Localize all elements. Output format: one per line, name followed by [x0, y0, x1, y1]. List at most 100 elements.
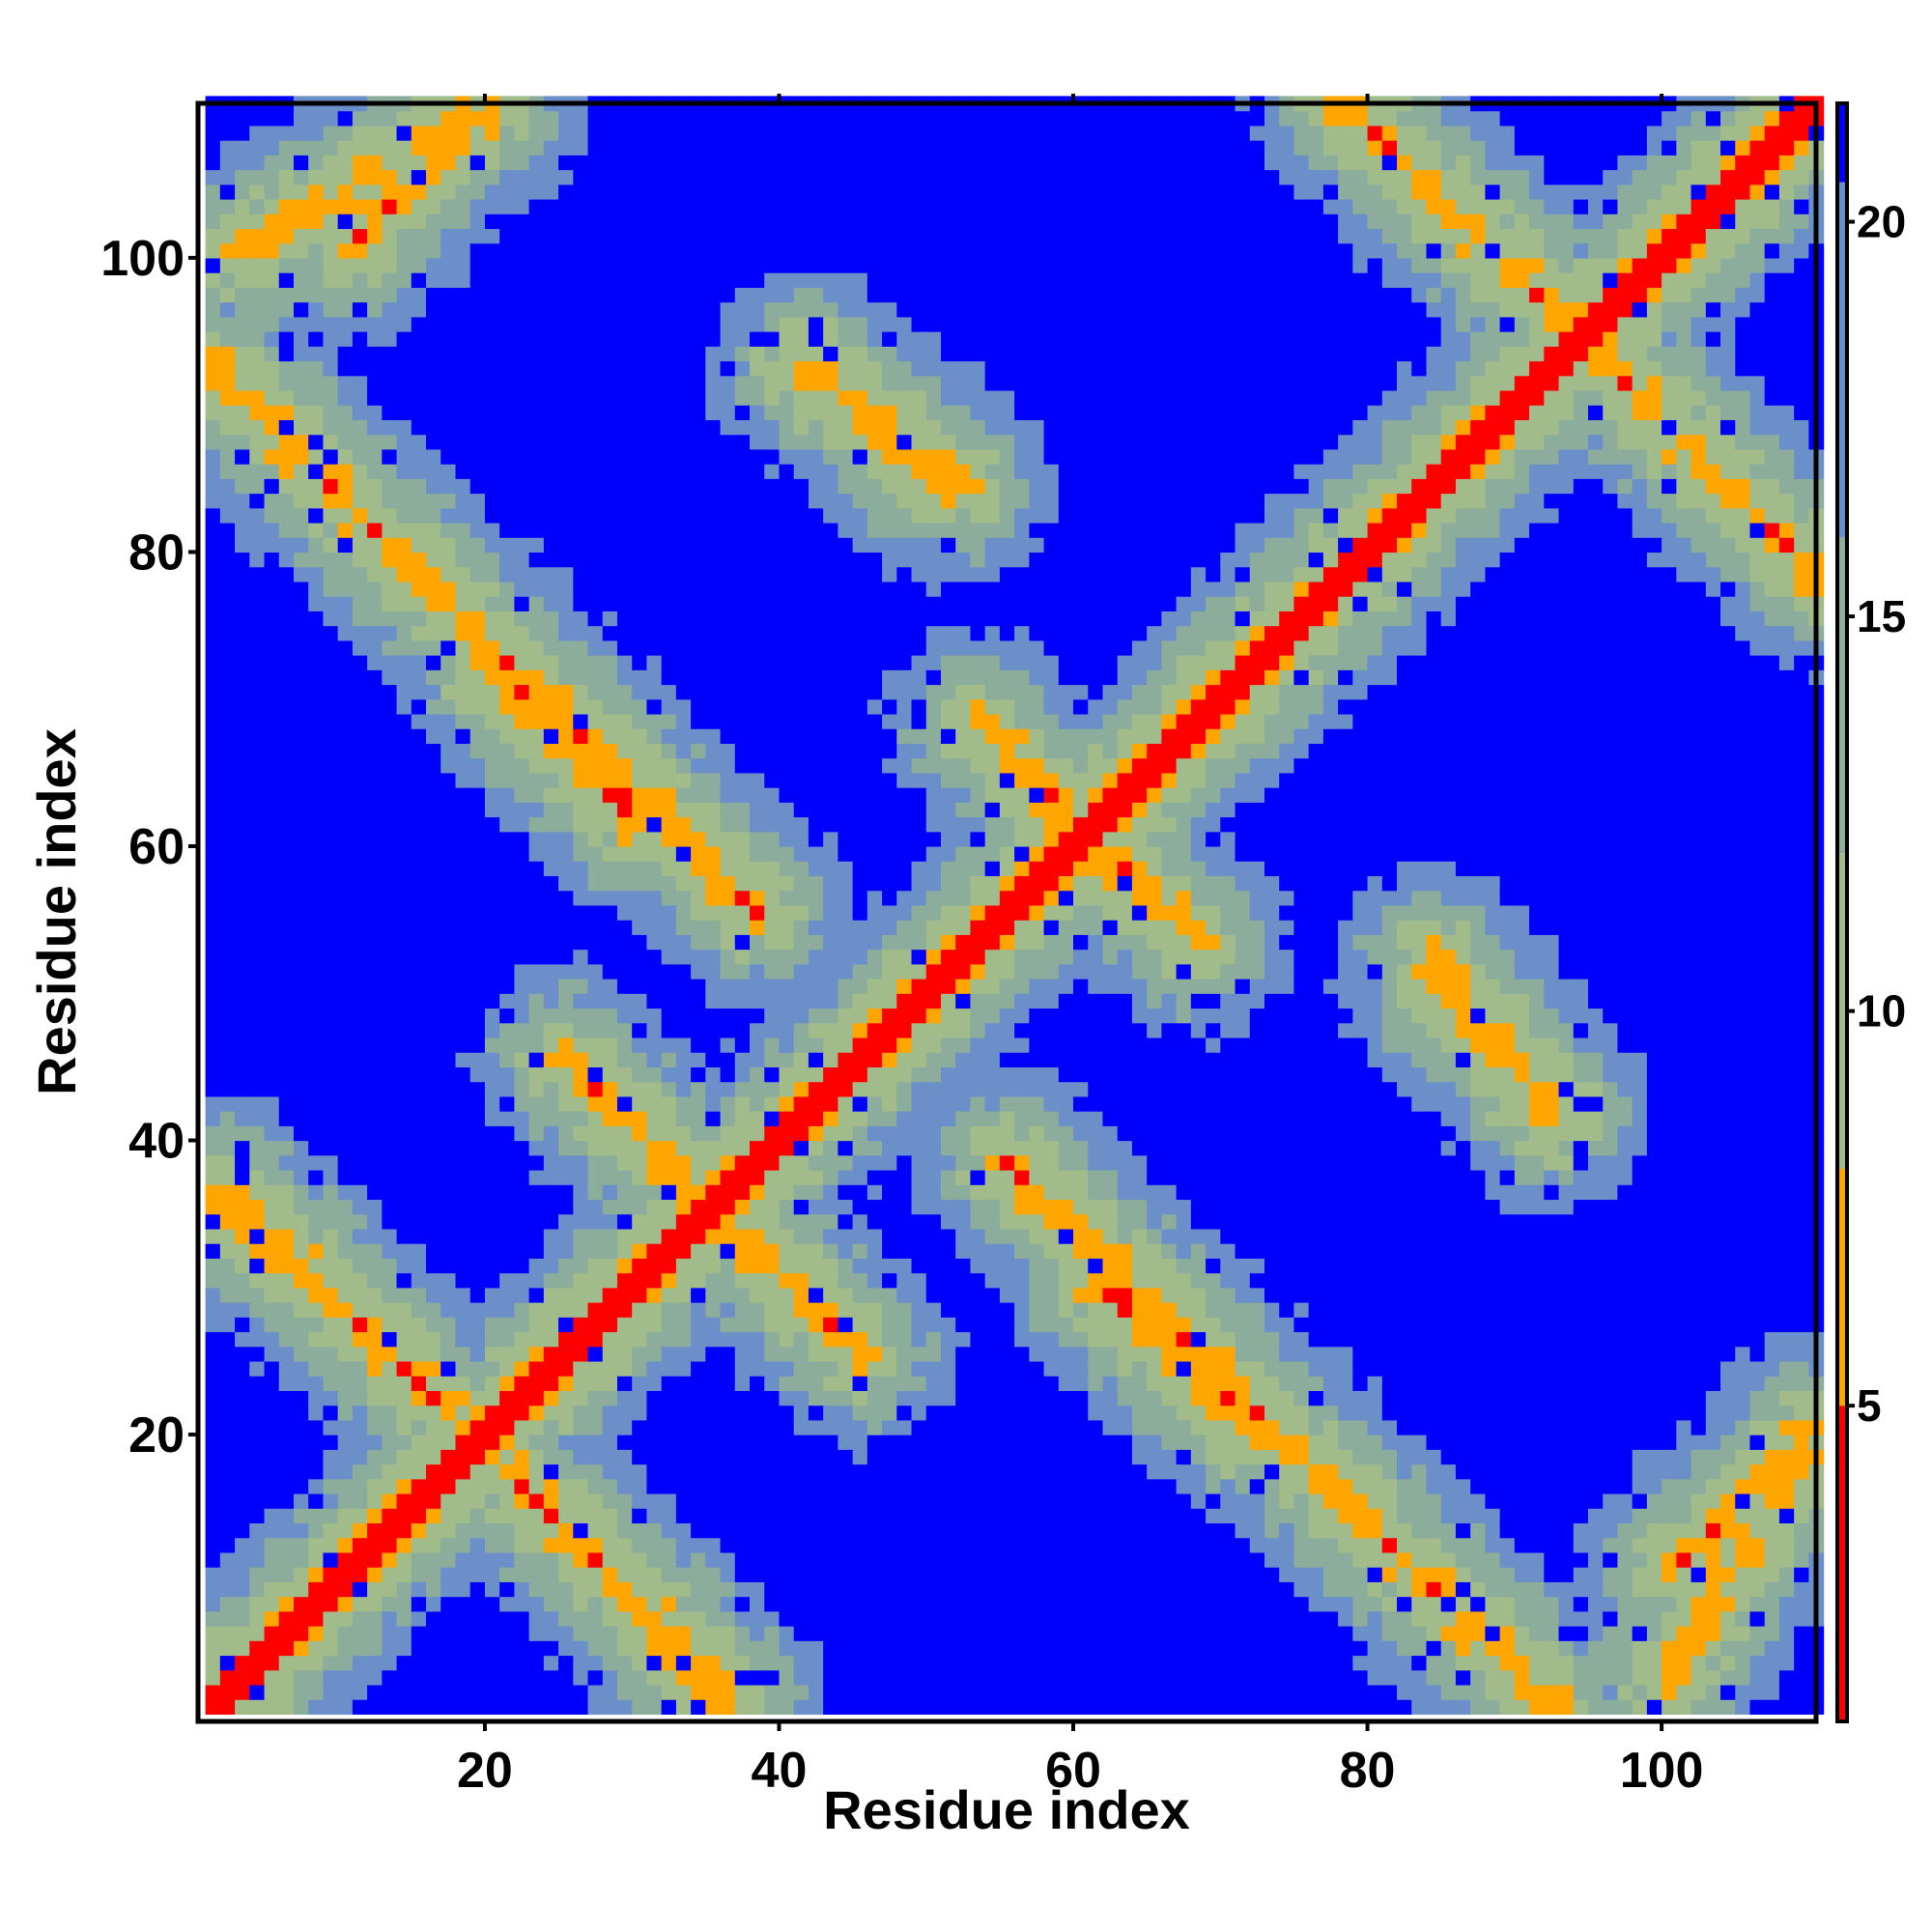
heatmap-cell: [852, 464, 868, 479]
heatmap-cell: [661, 346, 677, 362]
heatmap-cell: [867, 1699, 883, 1715]
heatmap-cell: [469, 611, 486, 627]
heatmap-cell: [278, 346, 295, 362]
heatmap-cell: [235, 434, 250, 450]
heatmap-cell: [337, 1405, 354, 1421]
heatmap-cell: [426, 464, 441, 479]
heatmap-cell: [337, 360, 354, 377]
heatmap-cell: [750, 464, 765, 479]
heatmap-cell: [367, 669, 383, 686]
heatmap-cell: [838, 949, 854, 965]
heatmap-cell: [396, 625, 412, 641]
heatmap-cell: [219, 375, 236, 391]
heatmap-cell: [705, 1317, 722, 1333]
heatmap-cell: [793, 316, 810, 332]
heatmap-cell: [558, 904, 574, 921]
heatmap-cell: [440, 979, 457, 994]
heatmap-cell: [440, 537, 457, 554]
heatmap-cell: [219, 611, 236, 627]
heatmap-cell: [543, 1596, 559, 1612]
heatmap-cell: [440, 242, 457, 259]
heatmap-cell: [734, 861, 751, 877]
heatmap-cell: [323, 1390, 339, 1406]
heatmap-cell: [219, 920, 236, 935]
heatmap-cell: [646, 1169, 663, 1185]
heatmap-cell: [499, 1492, 515, 1509]
heatmap-cell: [278, 1567, 295, 1582]
heatmap-cell: [852, 1037, 868, 1053]
heatmap-cell: [308, 272, 325, 288]
heatmap-cell: [573, 1243, 589, 1259]
heatmap-cell: [838, 1140, 854, 1156]
heatmap-cell: [646, 1492, 663, 1509]
heatmap-cell: [219, 1640, 236, 1657]
heatmap-cell: [573, 757, 589, 774]
heatmap-cell: [543, 875, 559, 892]
heatmap-cell: [720, 1551, 736, 1568]
heatmap-cell: [411, 1435, 427, 1450]
heatmap-cell: [720, 478, 736, 495]
heatmap-cell: [793, 110, 810, 127]
heatmap-cell: [587, 1184, 604, 1201]
heatmap-cell: [367, 389, 383, 406]
heatmap-cell: [602, 904, 618, 921]
heatmap-cell: [838, 920, 854, 935]
heatmap-cell: [514, 1478, 530, 1494]
heatmap-cell: [396, 861, 412, 877]
heatmap-cell: [793, 522, 810, 538]
heatmap-cell: [823, 389, 838, 406]
heatmap-cell: [426, 1435, 441, 1450]
heatmap-cell: [264, 831, 280, 847]
heatmap-cell: [484, 1272, 500, 1289]
heatmap-cell: [219, 1405, 236, 1421]
heatmap-cell: [323, 184, 339, 200]
heatmap-cell: [337, 831, 354, 847]
heatmap-cell: [308, 1081, 325, 1097]
heatmap-cell: [455, 110, 471, 127]
heatmap-cell: [779, 419, 795, 436]
heatmap-cell: [764, 1610, 781, 1627]
heatmap-cell: [352, 375, 368, 391]
heatmap-cell: [646, 242, 663, 259]
heatmap-cell: [352, 904, 368, 921]
heatmap-cell: [602, 464, 618, 479]
heatmap-cell: [661, 1302, 677, 1318]
heatmap-cell: [308, 1655, 325, 1671]
heatmap-cell: [675, 301, 692, 318]
heatmap-cell: [646, 993, 663, 1009]
heatmap-cell: [573, 1302, 589, 1318]
heatmap-cell: [779, 684, 795, 700]
heatmap-cell: [646, 1596, 663, 1612]
heatmap-cell: [705, 1449, 722, 1465]
heatmap-cell: [852, 949, 868, 965]
heatmap-cell: [543, 1492, 559, 1509]
heatmap-cell: [455, 1228, 471, 1244]
heatmap-cell: [705, 493, 722, 509]
heatmap-cell: [323, 1522, 339, 1539]
heatmap-cell: [264, 493, 280, 509]
heatmap-cell: [484, 522, 500, 538]
heatmap-cell: [396, 611, 412, 627]
heatmap-cell: [838, 713, 854, 729]
heatmap-cell: [838, 493, 854, 509]
heatmap-cell: [514, 831, 530, 847]
heatmap-cell: [616, 1022, 633, 1038]
heatmap-cell: [602, 1522, 618, 1539]
heatmap-cell: [705, 1655, 722, 1671]
heatmap-cell: [616, 1346, 633, 1362]
heatmap-cell: [528, 331, 545, 347]
heatmap-cell: [823, 861, 838, 877]
heatmap-cell: [499, 1449, 515, 1465]
heatmap-cell: [852, 816, 868, 833]
heatmap-cell: [867, 1037, 883, 1053]
heatmap-cell: [426, 1331, 441, 1348]
heatmap-cell: [734, 1390, 751, 1406]
heatmap-cell: [308, 1684, 325, 1700]
heatmap-cell: [823, 301, 838, 318]
heatmap-cell: [691, 1243, 706, 1259]
heatmap-cell: [499, 757, 515, 774]
heatmap-cell: [337, 1463, 354, 1480]
heatmap-cell: [528, 979, 545, 994]
heatmap-cell: [646, 1405, 663, 1421]
heatmap-cell: [382, 155, 398, 171]
